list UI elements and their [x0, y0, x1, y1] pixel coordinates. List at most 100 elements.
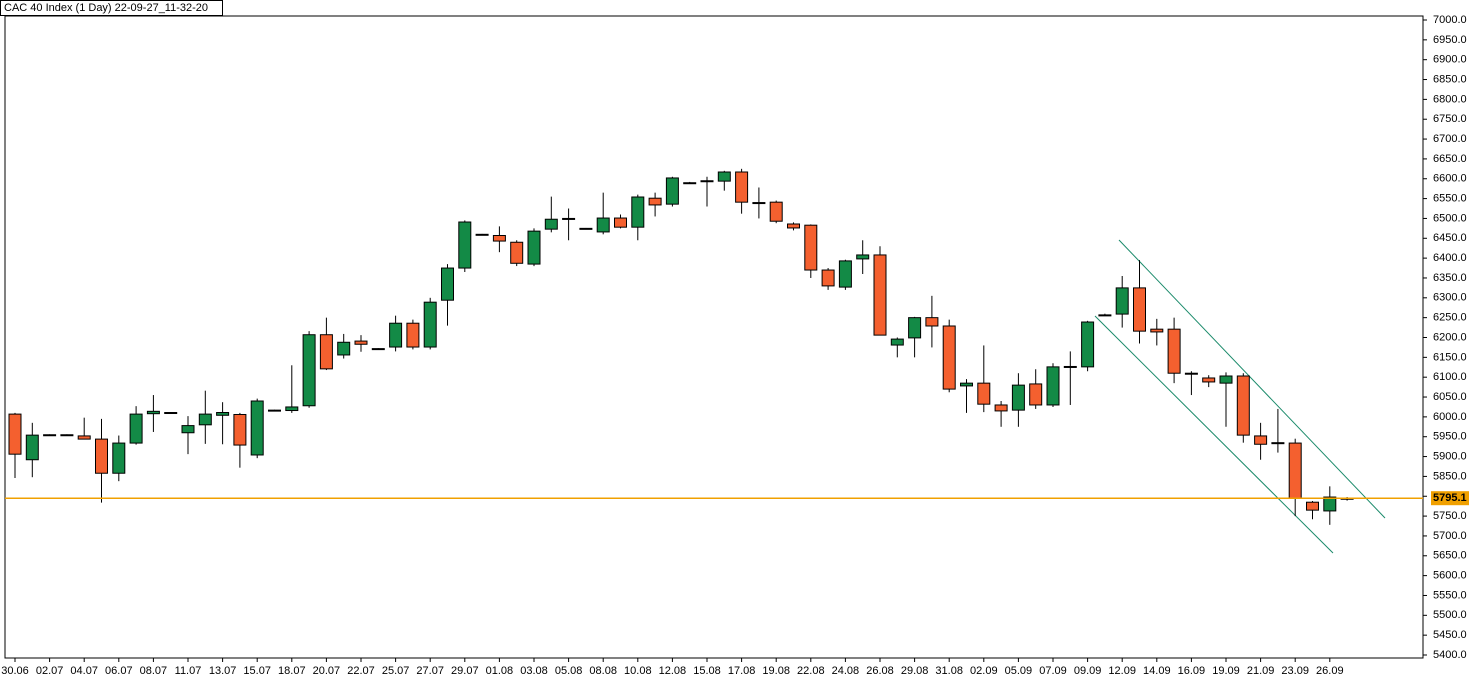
candle-body: [492, 235, 506, 242]
x-tick-label: 23.09: [1281, 665, 1309, 677]
y-tick-label: 5900.0: [1433, 450, 1467, 462]
candle-body: [942, 325, 956, 390]
y-tick-label: 6500.0: [1433, 212, 1467, 224]
y-tick-label: 7000.0: [1433, 14, 1467, 26]
candle-body: [77, 435, 91, 440]
candle-body: [1306, 501, 1319, 511]
candle-body: [1115, 287, 1129, 315]
candle-body: [8, 413, 22, 455]
candle-body: [475, 233, 489, 236]
x-tick-label: 29.08: [901, 665, 929, 677]
candle-body: [960, 382, 973, 387]
candle-body: [838, 260, 852, 288]
candle-body: [787, 223, 800, 229]
y-tick-label: 6600.0: [1433, 173, 1467, 185]
y-tick-label: 6950.0: [1433, 34, 1467, 46]
channel-upper: [1118, 239, 1386, 519]
chart-title: CAC 40 Index (1 Day) 22-09-27_11-32-20: [4, 2, 208, 14]
candle-body: [319, 334, 333, 370]
candle-body: [544, 218, 558, 230]
candle-body: [129, 413, 143, 444]
x-tick-label: 22.07: [347, 665, 375, 677]
candle-body: [302, 334, 316, 407]
x-tick-label: 31.08: [935, 665, 963, 677]
candle-body: [112, 442, 126, 474]
candle-body: [1081, 321, 1095, 368]
x-tick-label: 14.09: [1143, 665, 1171, 677]
candle-body: [994, 404, 1008, 412]
candle-body: [735, 171, 749, 203]
candle-body: [700, 180, 714, 183]
candle-body: [216, 412, 230, 416]
x-tick-label: 19.09: [1212, 665, 1240, 677]
candle-body: [821, 269, 835, 287]
x-tick-label: 02.07: [36, 665, 64, 677]
x-tick-label: 11.07: [175, 665, 202, 677]
y-tick-label: 5500.0: [1433, 609, 1467, 621]
candle-body: [285, 406, 299, 412]
candle-body: [354, 340, 368, 345]
y-tick-label: 6750.0: [1433, 113, 1467, 125]
x-tick-label: 16.09: [1178, 665, 1206, 677]
candle-body: [406, 322, 420, 348]
candle-body: [1184, 372, 1198, 375]
y-tick-label: 5550.0: [1433, 589, 1467, 601]
candle-body: [1323, 496, 1337, 512]
y-tick-label: 5750.0: [1433, 510, 1467, 522]
y-tick-label: 6300.0: [1433, 292, 1467, 304]
candle-body: [527, 230, 541, 265]
candle-body: [579, 227, 593, 230]
y-tick-label: 5850.0: [1433, 470, 1467, 482]
y-tick-label: 5450.0: [1433, 629, 1467, 641]
y-tick-label: 6550.0: [1433, 193, 1467, 205]
y-tick-label: 6200.0: [1433, 331, 1467, 343]
y-tick-label: 6400.0: [1433, 252, 1467, 264]
x-tick-label: 08.08: [589, 665, 617, 677]
candle-body: [717, 171, 731, 182]
candle-body: [25, 434, 39, 461]
candle-body: [1254, 435, 1268, 445]
y-tick-label: 5700.0: [1433, 530, 1467, 542]
price-label-box: [1431, 491, 1469, 506]
x-tick-label: 04.07: [70, 665, 98, 677]
y-tick-label: 5650.0: [1433, 550, 1467, 562]
y-tick-label: 6050.0: [1433, 391, 1467, 403]
x-tick-label: 01.08: [486, 665, 514, 677]
candle-body: [1288, 442, 1302, 499]
title-box: [0, 0, 223, 16]
candle-body: [665, 177, 679, 205]
x-tick-label: 10.08: [624, 665, 652, 677]
x-tick-label: 21.09: [1247, 665, 1275, 677]
x-tick-label: 22.08: [797, 665, 825, 677]
y-tick-label: 6450.0: [1433, 232, 1467, 244]
x-tick-label: 15.08: [693, 665, 721, 677]
candle-body: [250, 400, 264, 456]
y-tick-label: 6000.0: [1433, 411, 1467, 423]
candle-body: [198, 413, 212, 426]
candle-body: [1133, 287, 1146, 332]
candle-body: [752, 202, 766, 205]
x-tick-label: 06.07: [105, 665, 133, 677]
x-tick-label: 19.08: [762, 665, 790, 677]
x-tick-label: 09.09: [1074, 665, 1102, 677]
y-tick-label: 6700.0: [1433, 133, 1467, 145]
x-tick-label: 25.07: [382, 665, 410, 677]
candle-body: [873, 254, 887, 336]
candle-body: [1219, 375, 1233, 384]
candle-body: [1098, 314, 1112, 317]
candle-body: [1029, 383, 1043, 406]
candle-body: [1271, 442, 1285, 445]
candle-body: [683, 182, 697, 185]
y-tick-label: 5400.0: [1433, 649, 1467, 661]
x-tick-label: 12.08: [659, 665, 687, 677]
candle-body: [977, 382, 991, 405]
candle-body: [371, 348, 385, 351]
candle-body: [1167, 328, 1181, 374]
candle-body: [1202, 377, 1216, 383]
candle-body: [43, 434, 57, 437]
candle-body: [268, 409, 281, 412]
candle-body: [60, 434, 74, 437]
candle-body: [908, 317, 922, 339]
